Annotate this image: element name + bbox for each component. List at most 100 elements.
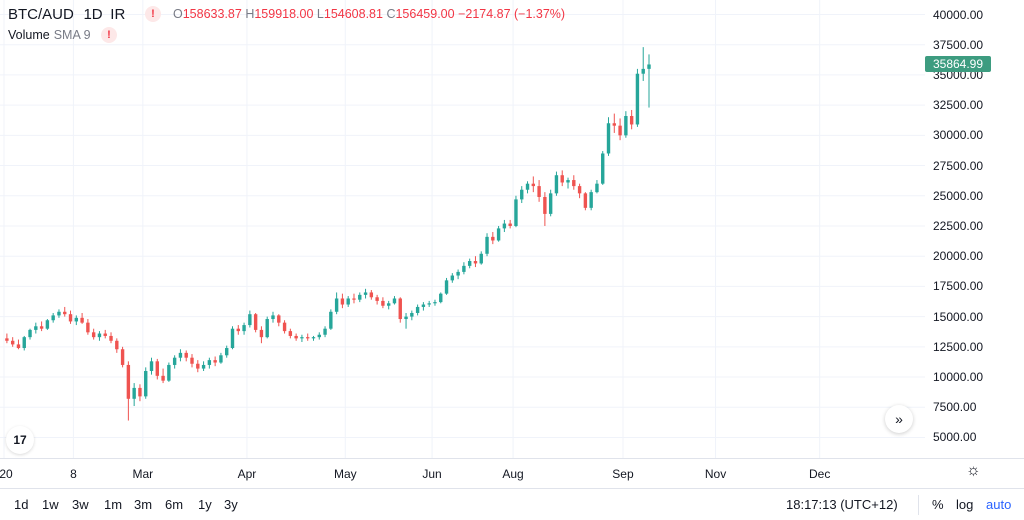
candle	[248, 310, 252, 328]
candle	[306, 333, 310, 341]
time-axis[interactable]: 20 8 Mar Apr May Jun Aug Sep Nov Dec	[0, 458, 1024, 489]
range-button-1m[interactable]: 1m	[104, 497, 123, 512]
candle-body	[456, 271, 460, 276]
candle	[439, 292, 443, 304]
x-tick-label: 8	[70, 467, 77, 481]
scroll-to-realtime-icon[interactable]: »	[885, 405, 913, 433]
candle-body	[340, 298, 345, 305]
candle-body	[525, 183, 530, 190]
range-button-1d[interactable]: 1d	[14, 497, 29, 512]
candle	[34, 322, 38, 334]
candle	[51, 312, 55, 323]
volume-label[interactable]: Volume	[8, 28, 50, 42]
range-button-1w[interactable]: 1w	[42, 497, 59, 512]
candle-body	[282, 322, 287, 332]
candle-body	[230, 328, 235, 349]
candle-body	[618, 125, 622, 136]
candle	[583, 192, 588, 211]
y-tick-label: 15000.00	[933, 309, 984, 324]
candle-body	[10, 340, 15, 345]
percent-toggle[interactable]: %	[932, 497, 944, 512]
candle-body	[485, 236, 489, 254]
candle-body	[74, 317, 79, 322]
price-chart[interactable]	[0, 0, 925, 458]
candle-body	[311, 337, 316, 339]
candle	[288, 328, 293, 339]
candle-body	[612, 123, 616, 126]
warning-icon[interactable]: !	[145, 6, 161, 22]
candle	[236, 325, 240, 335]
candle-body	[462, 265, 466, 272]
candle-body	[16, 344, 21, 349]
candle-body	[213, 360, 217, 363]
y-tick-label: 27500.00	[933, 158, 984, 173]
last-price-tag: 35864.99	[925, 56, 991, 73]
candle-body	[595, 183, 599, 193]
candle-body	[421, 304, 426, 307]
interval[interactable]: 1D	[83, 6, 103, 23]
candle-body	[294, 335, 298, 339]
candle	[230, 326, 235, 350]
range-button-3m[interactable]: 3m	[134, 497, 153, 512]
candle	[242, 322, 246, 335]
candle	[352, 293, 356, 304]
y-tick-label: 12500.00	[933, 339, 984, 354]
candle-body	[537, 186, 541, 197]
candle-body	[479, 253, 483, 264]
log-toggle[interactable]: log	[956, 497, 974, 512]
gear-icon[interactable]: ☼	[966, 462, 981, 479]
candle-body	[22, 337, 26, 349]
candle-body	[375, 297, 379, 301]
candle	[369, 290, 374, 300]
candle-body	[28, 329, 32, 338]
auto-toggle[interactable]: auto	[986, 497, 1012, 512]
x-tick-label: Jun	[422, 467, 442, 481]
candle-body	[288, 331, 293, 336]
candle	[427, 300, 431, 307]
y-tick-label: 10000.00	[933, 370, 984, 385]
candle-body	[242, 325, 246, 332]
y-tick-label: 7500.00	[933, 400, 977, 415]
candle	[167, 362, 171, 382]
candle	[219, 352, 223, 364]
range-button-3w[interactable]: 3w	[72, 497, 89, 512]
candle-body	[178, 352, 183, 358]
candle	[577, 183, 582, 199]
candle-body	[68, 314, 73, 322]
range-button-1y[interactable]: 1y	[198, 497, 212, 512]
range-button-6m[interactable]: 6m	[165, 497, 184, 512]
ohlc-values: O158633.87 H159918.00 L154608.81 C156459…	[173, 7, 565, 21]
volume-warning-icon[interactable]: !	[101, 27, 117, 43]
candle	[184, 350, 188, 362]
candle-body	[138, 387, 142, 397]
clock[interactable]: 18:17:13 (UTC+12)	[786, 497, 898, 512]
symbol-name[interactable]: BTC/AUD	[8, 6, 74, 23]
candle-body	[635, 73, 640, 125]
candle-body	[467, 261, 472, 266]
candle	[485, 233, 489, 257]
candle	[363, 288, 368, 299]
candle	[531, 176, 536, 193]
candle	[358, 292, 362, 303]
candle-body	[196, 363, 200, 369]
y-tick-label: 37500.00	[933, 37, 984, 52]
y-tick-label: 32500.00	[933, 98, 984, 113]
range-button-3y[interactable]: 3y	[224, 497, 238, 512]
candle	[155, 358, 159, 380]
candle	[311, 335, 316, 341]
tradingview-logo[interactable]: 17	[6, 426, 34, 454]
candle-body	[577, 186, 582, 194]
close-label: C	[386, 7, 396, 21]
candle-body	[641, 68, 645, 74]
candle	[502, 219, 507, 233]
candle	[496, 225, 501, 242]
candle	[277, 314, 281, 327]
candle-body	[398, 298, 402, 320]
candle-body	[161, 375, 165, 381]
candle	[479, 251, 483, 265]
candle-body	[190, 357, 194, 364]
candle	[294, 333, 298, 341]
candle-body	[601, 153, 605, 184]
candle	[450, 273, 455, 283]
candle-body	[496, 228, 501, 241]
